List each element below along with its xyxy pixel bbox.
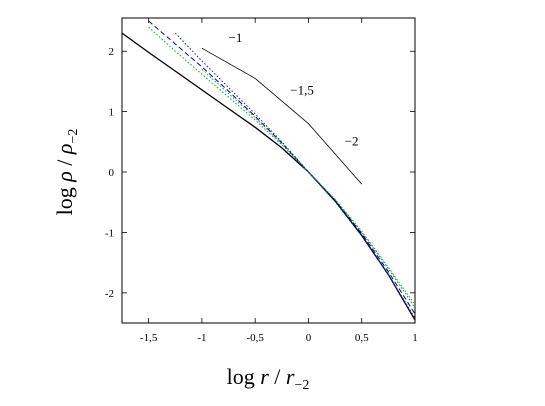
y-tick-label: 1 <box>109 107 115 119</box>
y-tick-layer: -2 -1 0 1 2 <box>105 46 415 300</box>
y-tick-label: 0 <box>109 167 115 179</box>
y-axis-title-sep: / <box>52 154 77 171</box>
series-line-3 <box>148 20 415 315</box>
slope-label-1: −1 <box>229 30 243 45</box>
x-axis-title-var2: r <box>286 364 295 389</box>
y-axis-title-var2: ρ <box>52 144 77 156</box>
y-tick-label: -2 <box>105 288 114 300</box>
x-axis-title: log r / r−2 <box>227 364 310 393</box>
y-tick-label: -1 <box>105 227 114 239</box>
x-tick-label: 0,5 <box>355 332 369 344</box>
series-line-4 <box>174 32 415 319</box>
y-axis-title-var: ρ <box>52 171 77 183</box>
y-axis-title-base: log <box>52 182 77 216</box>
y-axis-title: log ρ / ρ−2 <box>52 129 81 216</box>
x-tick-layer: -1,5 -1 -0,5 0 0,5 1 <box>140 18 418 344</box>
series-line-2 <box>148 26 415 309</box>
x-tick-label: -1 <box>197 332 206 344</box>
x-tick-label: -1,5 <box>140 332 158 344</box>
x-tick-label: 0 <box>306 332 312 344</box>
x-axis-title-base: log <box>227 364 261 389</box>
slope-label-3: −2 <box>345 133 359 148</box>
x-tick-label: 1 <box>412 332 418 344</box>
y-tick-label: 2 <box>109 46 115 58</box>
x-axis-title-sep: / <box>269 364 286 389</box>
x-axis-title-sub: −2 <box>294 378 309 393</box>
series-line-1 <box>122 32 415 321</box>
x-axis-title-var: r <box>260 364 269 389</box>
slope-label-2: −1,5 <box>290 83 314 98</box>
y-axis-title-sub: −2 <box>66 129 81 144</box>
series-layer <box>122 20 415 321</box>
plot-frame <box>121 17 416 324</box>
x-tick-label: -0,5 <box>246 332 264 344</box>
slope-guide-line <box>201 47 363 185</box>
series-line-5 <box>201 68 415 306</box>
slope-guide-layer: −1 −1,5 −2 <box>201 30 363 185</box>
